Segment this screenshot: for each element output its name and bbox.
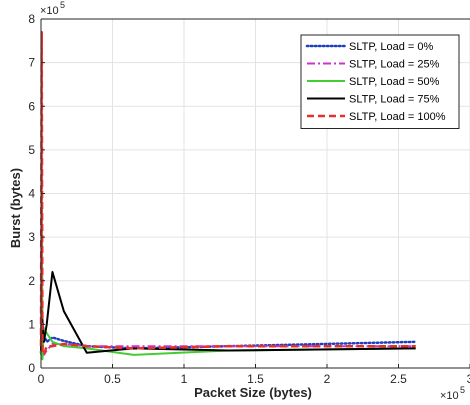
legend: SLTP, Load = 0% SLTP, Load = 25% SLTP, Loa… (300, 34, 460, 129)
y-tick-label: 0 (28, 361, 35, 375)
svg-text:×10: ×10 (40, 5, 59, 17)
series-line-4 (39, 30, 416, 357)
legend-label: SLTP, Load = 75% (349, 94, 440, 106)
legend-label: SLTP, Load = 25% (349, 59, 440, 71)
legend-label: SLTP, Load = 100% (349, 111, 446, 123)
x-axis-label: Packet Size (bytes) (194, 385, 312, 400)
x-tick-label: 0 (38, 372, 45, 386)
svg-text:5: 5 (460, 385, 465, 395)
y-axis-label: Burst (bytes) (8, 168, 23, 248)
legend-label: SLTP, Load = 0% (349, 41, 434, 53)
y-tick-label: 3 (28, 230, 35, 244)
y-tick-label: 4 (28, 187, 35, 201)
axes (40, 18, 470, 369)
x-tick-label: 1.5 (247, 372, 264, 386)
legend-label: SLTP, Load = 50% (349, 76, 440, 88)
y-tick-label: 2 (28, 274, 35, 288)
x-tick-label: 2.5 (390, 372, 407, 386)
svg-text:×10: ×10 (440, 390, 459, 402)
x-tick-label: 3 (467, 372, 470, 386)
y-tick-label: 8 (28, 12, 35, 26)
y-tick-label: 1 (28, 317, 35, 331)
svg-text:5: 5 (60, 0, 65, 10)
x-multiplier: ×10 5 (440, 385, 465, 402)
y-tick-label: 7 (28, 56, 35, 70)
y-tick-label: 6 (28, 99, 35, 113)
tick-labels: 0 0.5 1 1.5 2 2.5 3 0 1 2 3 4 5 6 7 8 (28, 12, 470, 386)
x-tick-label: 0.5 (104, 372, 121, 386)
y-multiplier: ×10 5 (40, 0, 65, 17)
y-tick-label: 5 (28, 143, 35, 157)
x-tick-label: 2 (324, 372, 331, 386)
series-group (39, 30, 417, 361)
x-tick-label: 1 (181, 372, 188, 386)
